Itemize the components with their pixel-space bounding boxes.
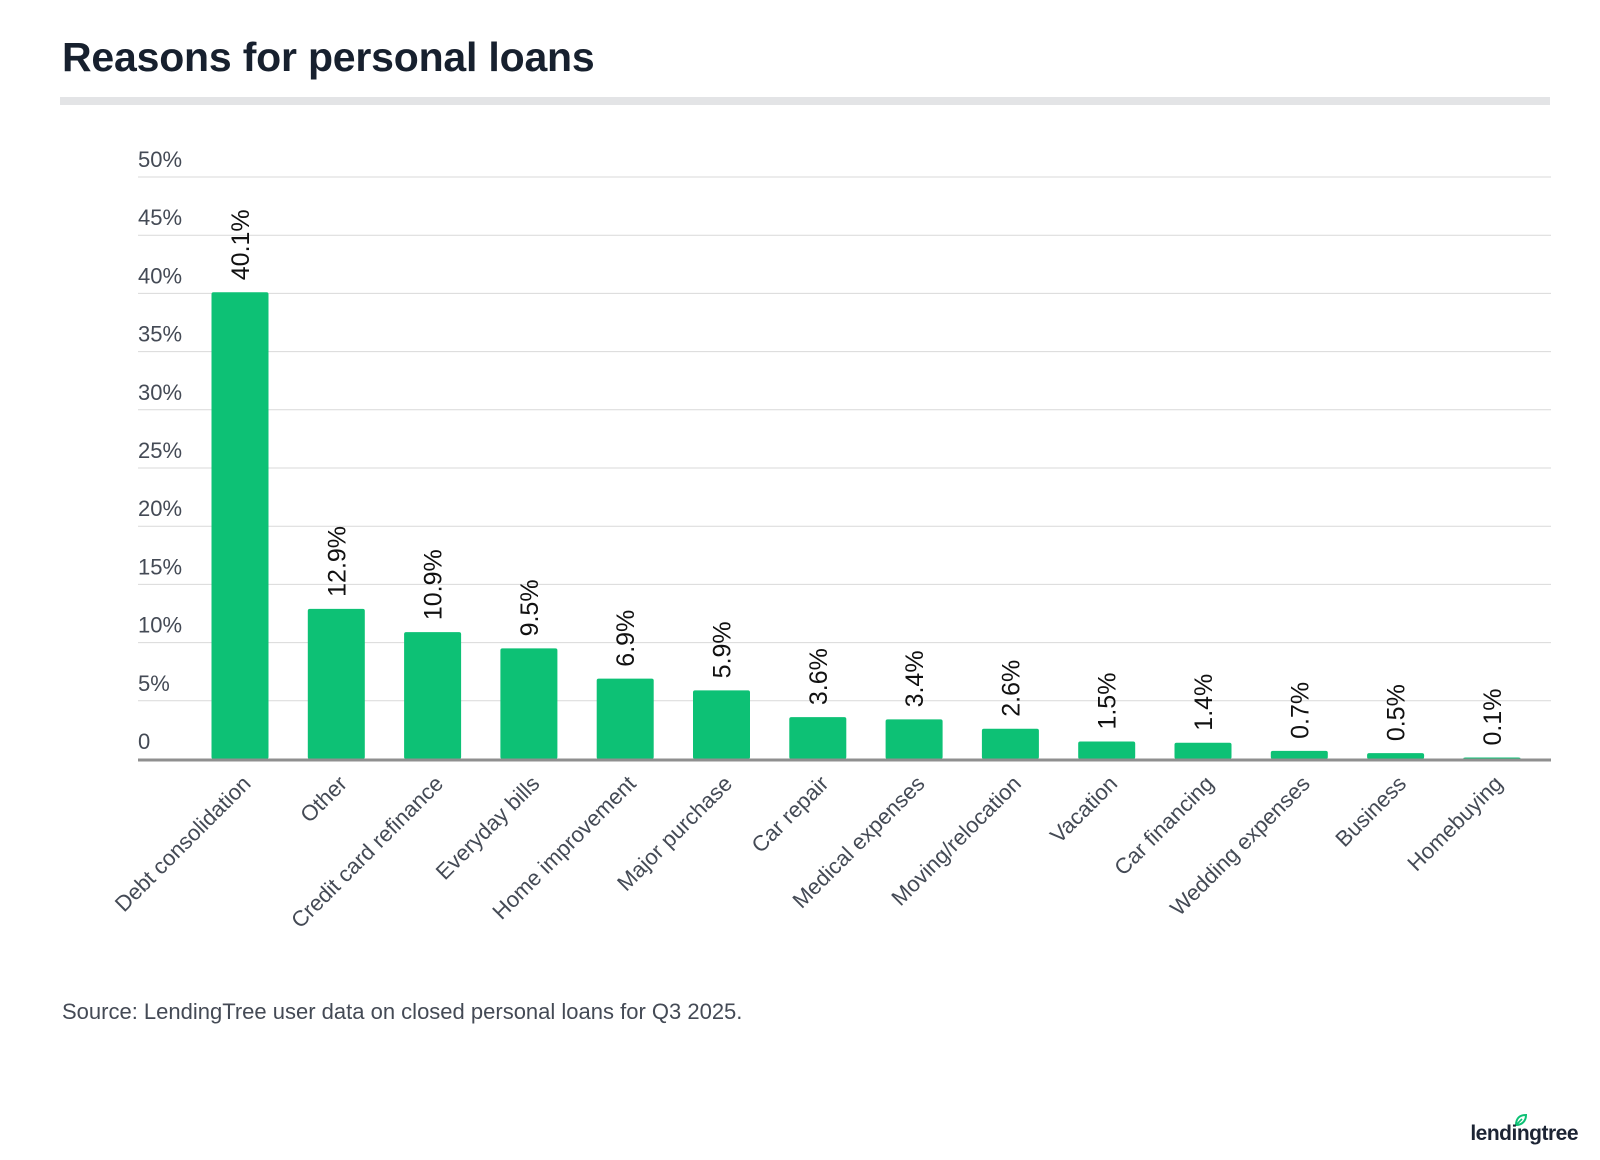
data-label: 3.4%	[901, 650, 929, 707]
data-label: 9.5%	[516, 579, 544, 636]
x-tick-label: Car repair	[746, 771, 833, 858]
data-label: 40.1%	[227, 209, 255, 280]
bar	[500, 648, 558, 759]
value-labels: 40.1% 12.9% 10.9% 9.5% 6.9% 5.9% 3.6% 3.4% 2.6% 1…	[227, 209, 1507, 745]
chart-title: Reasons for personal loans	[62, 34, 595, 80]
data-label: 2.6%	[997, 660, 1025, 717]
y-tick-label: 0	[138, 729, 150, 754]
bar	[981, 728, 1039, 759]
bars	[211, 292, 1521, 759]
y-tick-label: 10%	[138, 613, 182, 638]
bar	[596, 678, 654, 759]
data-label: 1.5%	[1094, 673, 1122, 730]
data-label: 3.6%	[805, 648, 833, 705]
data-label: 0.7%	[1286, 682, 1314, 739]
leaf-icon	[1514, 1113, 1528, 1127]
x-tick-label: Other	[295, 771, 352, 828]
data-label: 5.9%	[709, 621, 737, 678]
title-divider	[60, 97, 1550, 105]
source-note: Source: LendingTree user data on closed …	[62, 999, 743, 1024]
bar	[789, 717, 847, 759]
y-tick-label: 5%	[138, 671, 170, 696]
y-tick-label: 20%	[138, 496, 182, 521]
bar	[404, 632, 462, 759]
data-label: 1.4%	[1190, 674, 1218, 731]
x-tick-label: Car financing	[1109, 771, 1218, 880]
lendingtree-logo: lendingtree	[1470, 1122, 1578, 1145]
y-axis-ticks: 0 5% 10% 15% 20% 25% 30% 35% 40% 45% 50%	[138, 147, 182, 754]
y-tick-label: 30%	[138, 380, 182, 405]
y-tick-label: 25%	[138, 438, 182, 463]
bar	[1270, 750, 1328, 759]
data-label: 6.9%	[612, 610, 640, 667]
bar	[693, 690, 750, 759]
y-tick-label: 45%	[138, 205, 182, 230]
data-label: 10.9%	[420, 549, 448, 620]
bar-chart: 0 5% 10% 15% 20% 25% 30% 35% 40% 45% 50% 40.1% 12.9…	[110, 147, 1551, 933]
x-tick-label: Vacation	[1045, 771, 1122, 848]
y-tick-label: 50%	[138, 147, 182, 172]
data-label: 12.9%	[323, 526, 351, 597]
bar	[885, 719, 943, 759]
x-tick-label: Debt consolidation	[110, 771, 256, 917]
bar	[211, 292, 269, 759]
y-tick-label: 15%	[138, 554, 182, 579]
gridlines	[138, 176, 1551, 702]
bar	[1174, 742, 1232, 759]
data-label: 0.5%	[1383, 684, 1411, 741]
bar	[1367, 753, 1425, 759]
bar	[1078, 741, 1136, 759]
data-label: 0.1%	[1479, 689, 1507, 746]
x-tick-label: Homebuying	[1402, 771, 1507, 876]
y-tick-label: 35%	[138, 322, 182, 347]
y-tick-label: 40%	[138, 263, 182, 288]
bar	[307, 608, 365, 759]
x-tick-label: Business	[1330, 771, 1411, 852]
